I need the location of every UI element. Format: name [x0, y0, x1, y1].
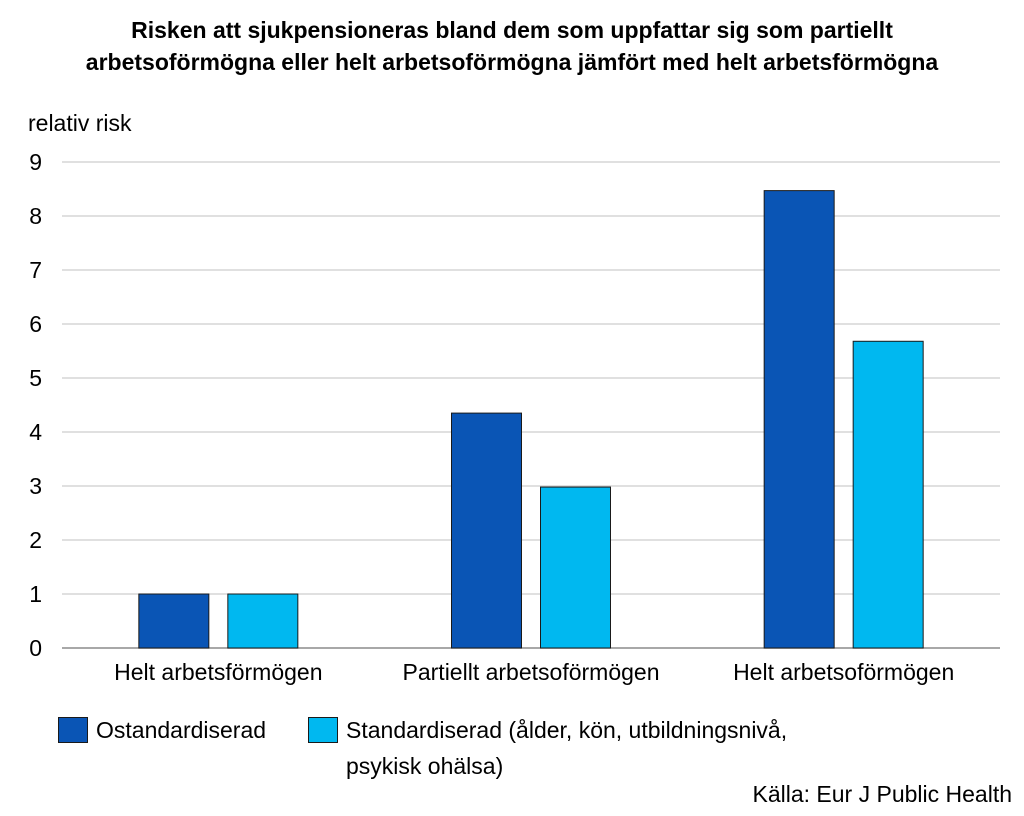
y-tick-label: 9: [29, 149, 42, 175]
y-tick-label: 2: [29, 527, 42, 553]
y-tick-label: 6: [29, 311, 42, 337]
chart-title-line-2: arbetsoförmögna eller helt arbetsoförmög…: [85, 49, 939, 75]
legend-label-standardiserad-line-1: Standardiserad (ålder, kön, utbildningsn…: [346, 717, 788, 743]
chart-title-line-1: Risken att sjukpensioneras bland dem som…: [131, 17, 893, 43]
y-tick-label: 1: [29, 581, 42, 607]
bar: [763, 190, 835, 649]
y-tick-label: 5: [29, 365, 42, 391]
y-tick-label: 8: [29, 203, 42, 229]
bar: [227, 593, 299, 649]
y-tick-label: 3: [29, 473, 42, 499]
y-axis-label: relativ risk: [28, 110, 132, 136]
y-tick-label: 7: [29, 257, 42, 283]
y-tick-label: 0: [29, 635, 42, 661]
bar: [451, 412, 522, 649]
legend-swatch-standardiserad: [308, 717, 338, 743]
bar: [540, 486, 611, 649]
x-tick-label: Helt arbetsoförmögen: [733, 659, 954, 685]
legend-label-standardiserad-line-2: psykisk ohälsa): [346, 753, 504, 779]
bar: [852, 340, 924, 649]
x-tick-label: Helt arbetsförmögen: [114, 659, 322, 685]
source-note: Källa: Eur J Public Health: [752, 781, 1012, 807]
legend-swatch-ostandardiserad: [58, 717, 88, 743]
bar: [138, 593, 210, 649]
chart-title: Risken att sjukpensioneras bland dem som…: [0, 14, 1024, 78]
x-tick-label: Partiellt arbetsoförmögen: [403, 659, 660, 685]
y-tick-label: 4: [29, 419, 42, 445]
legend-label-ostandardiserad: Ostandardiserad: [96, 717, 267, 743]
legend-label-standardiserad: Standardiserad (ålder, kön, utbildningsn…: [346, 712, 787, 784]
